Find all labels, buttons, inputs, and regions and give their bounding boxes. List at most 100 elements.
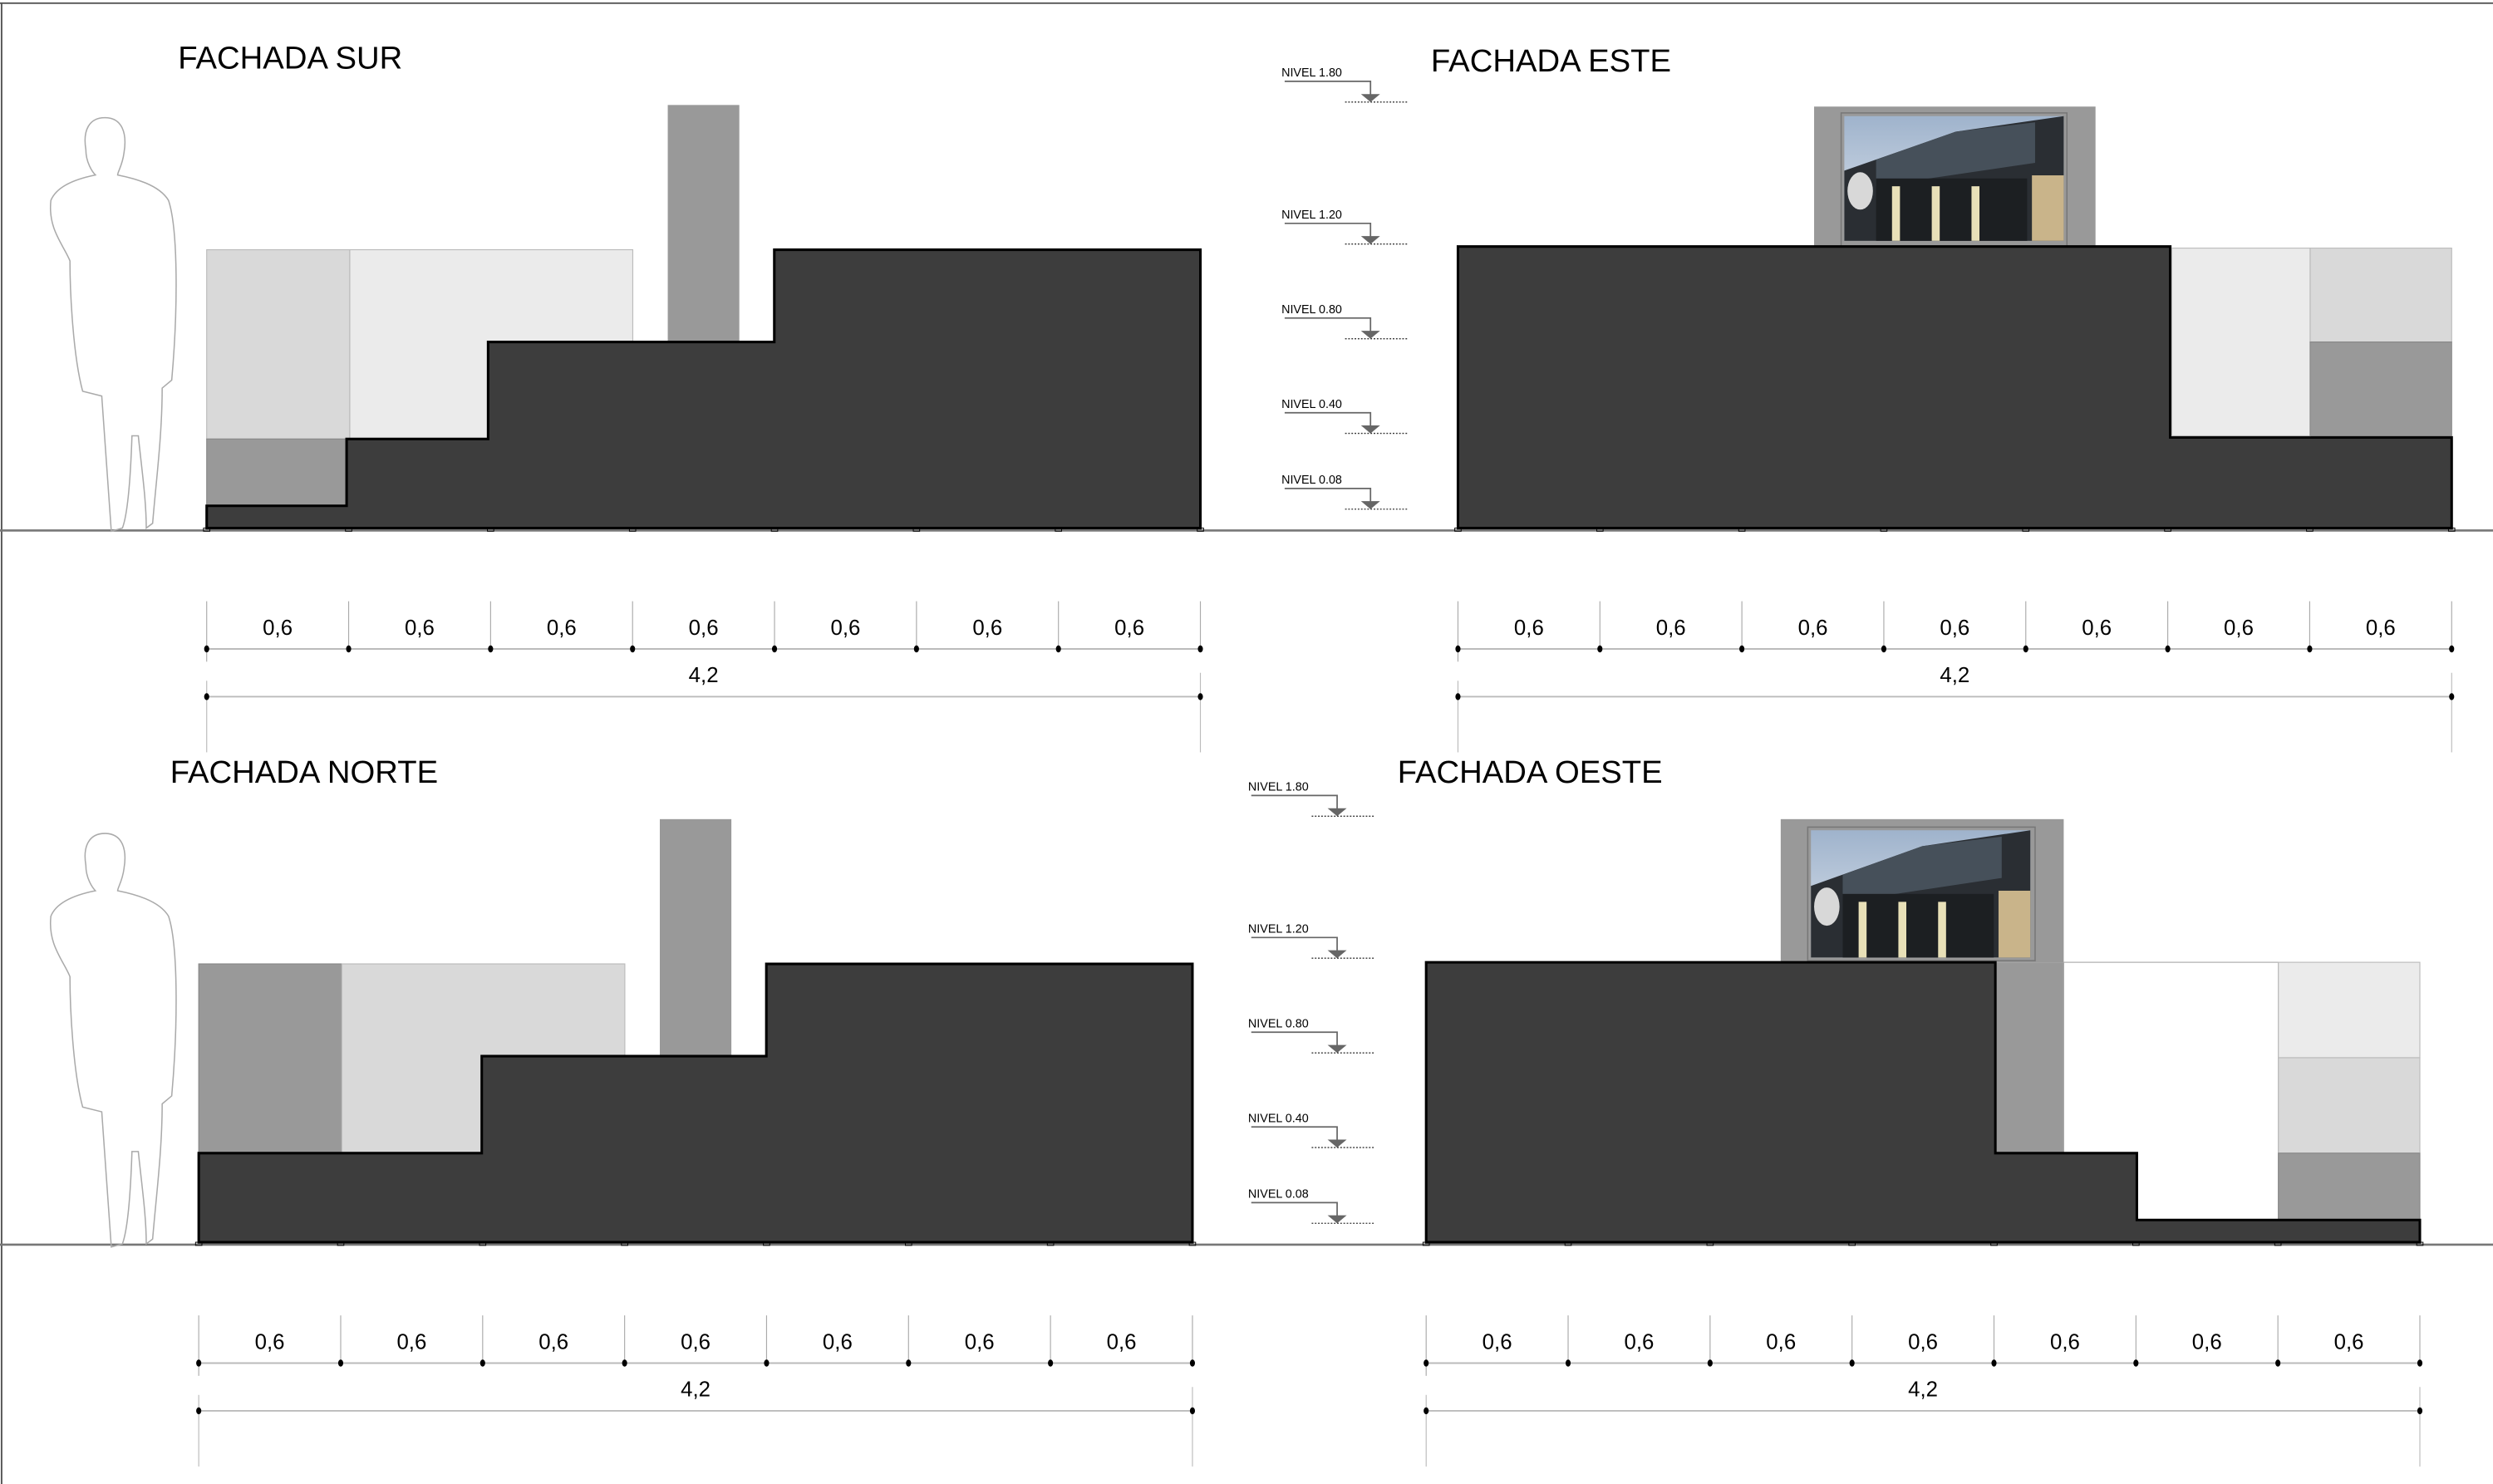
foot-marker — [2274, 1241, 2282, 1246]
dimension-label: 0,6 — [1624, 1330, 1654, 1354]
dimension-tick — [1189, 1359, 1196, 1367]
foot-marker — [2164, 528, 2171, 532]
dimension-tick — [2023, 645, 2028, 653]
level-label: NIVEL 0.80 — [1281, 303, 1342, 317]
foot-marker — [1188, 1241, 1197, 1246]
building-photo — [1844, 115, 2064, 241]
dimension-label: 0,6 — [2082, 617, 2112, 640]
panel-mid — [206, 438, 347, 507]
level-label: NIVEL 0.80 — [1248, 1018, 1309, 1031]
level-leader-line — [1284, 81, 1372, 98]
dimension-tick — [1707, 1359, 1713, 1367]
level-arrow-icon — [1327, 950, 1347, 959]
dimension-tick — [1055, 645, 1061, 653]
dimension-tick — [764, 1359, 770, 1367]
facade-este-drawing — [1456, 106, 2453, 530]
dimension-label: 0,6 — [2366, 617, 2396, 640]
level-arrow-icon — [1360, 501, 1380, 509]
dimension-label: 0,6 — [396, 1330, 426, 1354]
panel-light — [206, 248, 351, 440]
dimension-label: 0,6 — [405, 617, 435, 640]
panel-light — [2309, 248, 2452, 343]
level-leader-line — [1251, 1031, 1338, 1049]
level-leader-line — [1284, 411, 1372, 429]
foot-marker — [1990, 1241, 1998, 1246]
level-arrow-icon — [1360, 331, 1380, 339]
level-arrow-icon — [1327, 1215, 1347, 1224]
dimension-tick — [1739, 645, 1745, 653]
foot-marker — [1422, 1241, 1430, 1246]
panel-lighter — [2171, 248, 2311, 437]
dimension-label: 0,6 — [263, 617, 293, 640]
level-leader-line — [1284, 317, 1372, 334]
dimension-label: 0,6 — [2050, 1330, 2080, 1354]
dimension-tick — [622, 1359, 627, 1367]
dimension-tick — [2417, 1407, 2423, 1415]
level-arrow-icon — [1327, 1139, 1347, 1148]
dimension-tick — [2275, 1359, 2281, 1367]
dimension-label: 0,6 — [2192, 1330, 2222, 1354]
human-scale-figure — [49, 116, 177, 533]
foot-marker — [2306, 528, 2314, 532]
stepped-volume — [197, 962, 1194, 1244]
foot-marker — [2416, 1241, 2424, 1246]
level-label: NIVEL 0.40 — [1281, 398, 1342, 411]
dimension-tick — [196, 1407, 202, 1415]
level-arrow-icon — [1360, 236, 1380, 244]
foot-marker — [1454, 528, 1462, 532]
foot-marker — [912, 528, 921, 532]
dimension-label: 0,6 — [1656, 617, 1686, 640]
dimension-tick — [337, 1359, 344, 1367]
dimension-tick — [1455, 645, 1461, 653]
dimension-tick — [771, 645, 778, 653]
annotations: 0,6 0,6 0,6 0,6 0,6 0,6 0,6 4,2 0,6 0,6 0,6 0,6 0,6 0… — [194, 66, 2456, 1467]
human-scale-figure — [49, 833, 177, 1248]
level-leader-line — [1251, 794, 1338, 812]
level-arrow-icon — [1360, 425, 1380, 434]
foot-marker — [1055, 528, 1062, 532]
dimension-tick — [1048, 1359, 1054, 1367]
dimension-tick — [2307, 645, 2313, 653]
chimney-panel — [667, 105, 740, 342]
dimension-label: 0,6 — [965, 1330, 995, 1354]
dimension-tick — [2449, 693, 2455, 700]
foot-marker — [904, 1241, 912, 1246]
foot-marker — [621, 1241, 628, 1246]
foot-marker — [1046, 1241, 1055, 1246]
foot-marker — [1880, 528, 1888, 532]
dimension-tick — [906, 1359, 912, 1367]
level-label: NIVEL 1.20 — [1281, 209, 1342, 222]
level-leader-line — [1251, 1126, 1338, 1143]
dimension-tick — [2133, 1359, 2139, 1367]
level-label: NIVEL 0.40 — [1248, 1112, 1309, 1125]
dimension-label: 0,6 — [2224, 617, 2254, 640]
foot-marker — [203, 528, 211, 532]
dimension-label: 0,6 — [547, 617, 577, 640]
facade-sur-drawing — [205, 105, 1202, 530]
foot-marker — [1738, 528, 1746, 532]
foot-marker — [1197, 528, 1204, 532]
level-leader-line — [1251, 1201, 1338, 1219]
dimension-tick — [1424, 1407, 1429, 1415]
foot-marker — [2022, 528, 2030, 532]
dimension-label: 0,6 — [972, 617, 1002, 640]
panel-light — [2278, 1057, 2421, 1154]
dimension-label: 0,6 — [1114, 617, 1144, 640]
total-dimension-label: 4,2 — [1908, 1378, 1938, 1402]
total-dimension-label: 4,2 — [1940, 664, 1969, 687]
dimension-label: 0,6 — [1908, 1330, 1938, 1354]
dimension-label: 0,6 — [681, 1330, 711, 1354]
dimension-tick — [2165, 645, 2171, 653]
level-leader-line — [1251, 936, 1338, 954]
dimension-tick — [1455, 693, 1461, 700]
foot-marker — [628, 528, 637, 532]
foot-marker — [1706, 1241, 1714, 1246]
dimension-label: 0,6 — [1940, 617, 1969, 640]
facade-title-oeste: FACHADA OESTE — [1398, 754, 1663, 790]
dimension-tick — [1189, 1407, 1196, 1415]
level-leader-line — [1284, 222, 1372, 239]
chimney-panel — [660, 818, 732, 1057]
panel-mid-vertical — [1995, 962, 2064, 1153]
total-dimension-label: 4,2 — [681, 1378, 711, 1402]
